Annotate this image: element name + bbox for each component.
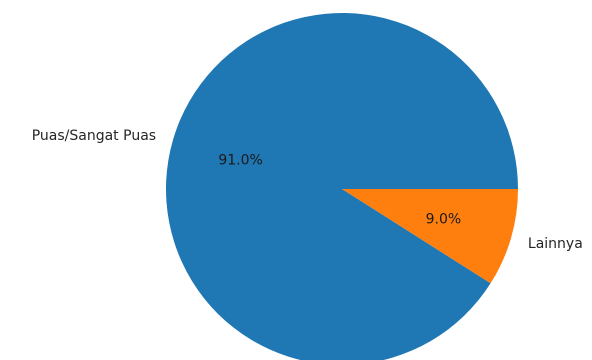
slice-lainnya <box>342 189 518 284</box>
slice-label-puas-sangat-puas: Puas/Sangat Puas <box>32 128 156 144</box>
slice-puas-sangat-puas <box>166 13 518 360</box>
slice-percent-puas-sangat-puas: 91.0% <box>218 153 262 169</box>
slice-percent-lainnya: 9.0% <box>426 211 462 227</box>
pie-labels: Puas/Sangat Puas Lainnya 91.0% 9.0% <box>32 128 583 252</box>
slice-label-lainnya: Lainnya <box>528 236 583 252</box>
pie-slices <box>166 13 518 360</box>
